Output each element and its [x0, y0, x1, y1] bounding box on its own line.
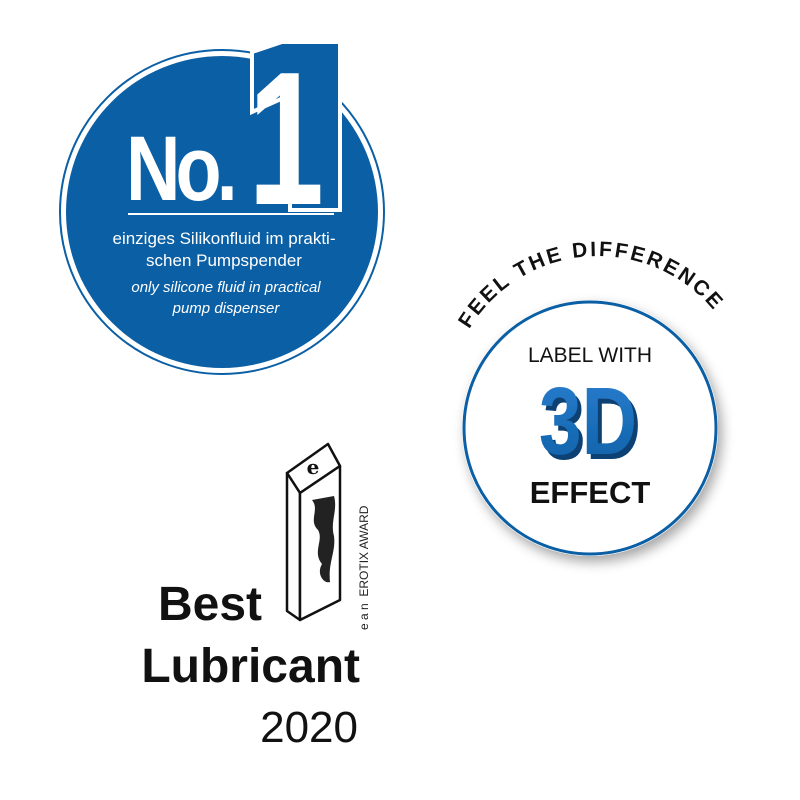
english-line-1: only silicone fluid in practical [131, 279, 321, 296]
3d-text: 3D [539, 368, 637, 475]
erotix-award-vertical: e a n EROTIX AWARD [357, 505, 371, 630]
german-line-2: schen Pumpspender [146, 251, 302, 270]
badge-ring [462, 300, 718, 556]
trophy-letter: e [307, 455, 320, 479]
award-title-line-1: Best [158, 578, 262, 631]
outer-ring [59, 49, 385, 375]
number-one-tab [250, 40, 342, 212]
3d-effect-badge: FEEL THE DIFFERENCE LABEL WITH 3D EFFECT [454, 238, 726, 556]
award-year: 2020 [260, 703, 358, 752]
trophy-icon: e [285, 442, 342, 622]
no-text: No. [126, 117, 233, 220]
german-line-1: einziges Silikonfluid im prakti- [113, 229, 336, 248]
number-one: 1 [248, 33, 324, 245]
no1-badge: No. 1 einziges Silikonfluid im prakti- s… [59, 33, 385, 375]
award-block: e e a n EROTIX AWARD Best Lubricant 2020 [141, 442, 371, 752]
english-line-2: pump dispenser [172, 300, 281, 317]
effect-text: EFFECT [530, 475, 651, 510]
award-title-line-2: Lubricant [141, 640, 360, 693]
label-with-text: LABEL WITH [528, 344, 652, 367]
